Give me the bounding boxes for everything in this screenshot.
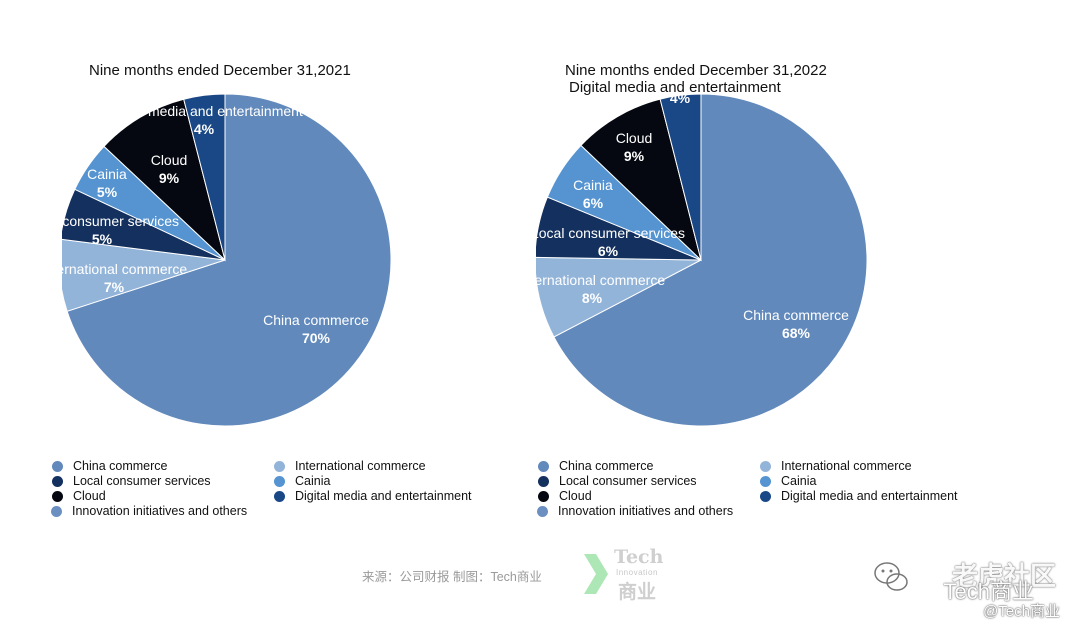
slice-international-commerce <box>536 256 702 338</box>
legend-2022-item-innovation-initiatives-and-others: Innovation initiatives and others <box>537 504 733 518</box>
legend-2022-item-international-commerce: International commerce <box>760 459 912 473</box>
legend-swatch-icon <box>538 490 549 502</box>
legend-2021-item-china-commerce: China commerce <box>52 459 167 473</box>
legend-label: Innovation initiatives and others <box>72 504 248 518</box>
legend-label: Digital media and entertainment <box>781 489 958 503</box>
legend-2021-item-digital-media-and-entertainment: Digital media and entertainment <box>274 489 472 503</box>
slice-cloud <box>580 98 702 262</box>
legend-2022-item-cainia: Cainia <box>760 474 816 488</box>
legend-swatch-icon <box>52 490 63 502</box>
slice-china-commerce <box>66 93 392 427</box>
legend-label: Local consumer services <box>73 474 211 488</box>
slice-label-cloud: Cloud 9% <box>616 130 653 164</box>
slice-label-local-consumer-services: Local consumer services 5% <box>25 213 179 247</box>
legend-label: Cloud <box>559 489 592 503</box>
slice-cloud <box>103 98 226 262</box>
legend-2021-item-innovation-initiatives-and-others: Innovation initiatives and others <box>51 504 247 518</box>
wechat-icon <box>874 562 908 591</box>
legend-label: International commerce <box>781 459 912 473</box>
legend-swatch-icon <box>760 475 771 487</box>
legend-label: Cainia <box>295 474 331 488</box>
legend-swatch-icon <box>52 475 63 487</box>
legend-label: China commerce <box>559 459 654 473</box>
chart-title-2021: Nine months ended December 31,2021 <box>89 62 351 79</box>
logo-text-top: Tech <box>614 546 664 568</box>
chart-title-2022: Nine months ended December 31,2022 <box>565 62 827 79</box>
slice-label-international-commerce: International commerce 7% <box>41 261 188 295</box>
slice-label-china-commerce: China commerce 68% <box>743 307 849 341</box>
legend-2022-item-china-commerce: China commerce <box>538 459 653 473</box>
logo-text-bottom: 商业 <box>618 582 657 603</box>
slice-label-cainia: Cainia 5% <box>87 166 127 200</box>
slice-china-commerce <box>553 93 868 427</box>
legend-swatch-icon <box>274 475 285 487</box>
watermark-top: 老虎社区 <box>951 561 1056 591</box>
legend-2021-item-international-commerce: International commerce <box>274 459 426 473</box>
slice-label-international-commerce: International commerce 8% <box>519 272 666 306</box>
logo-chevron-icon <box>584 554 608 594</box>
legend-label: Innovation initiatives and others <box>558 504 734 518</box>
pie-0: China commerce 70% International commerce 7… <box>25 93 392 427</box>
legend-label: International commerce <box>295 459 426 473</box>
legend-2022-item-digital-media-and-entertainment: Digital media and entertainment <box>760 489 958 503</box>
legend-2021-item-local-consumer-services: Local consumer services <box>52 474 211 488</box>
slice-international-commerce <box>62 238 226 312</box>
logo-text-middle: Innovation <box>616 568 658 577</box>
legend-swatch-icon <box>274 490 285 502</box>
legend-swatch-icon <box>538 460 549 472</box>
legend-swatch-icon <box>52 460 63 472</box>
pie-charts: China commerce 70% International commerce 7… <box>25 90 868 427</box>
legend-swatch-icon <box>537 505 548 517</box>
pie-1: China commerce 68% International commerce 8… <box>519 90 868 427</box>
slice-label-china-commerce: China commerce 70% <box>263 312 369 346</box>
slice-label-cloud: Cloud 9% <box>151 152 188 186</box>
legend-2022-item-cloud: Cloud <box>538 489 592 503</box>
slice-digital-media-and-entertainment <box>183 93 226 261</box>
watermark: 老虎社区 Tech商业 @Tech商业 <box>872 556 1062 626</box>
legend-swatch-icon <box>760 490 771 502</box>
legend-swatch-icon <box>538 475 549 487</box>
slice-label-digital-media-and-entertainment: 4% <box>670 90 691 106</box>
slice-label-digital-media-and-entertainment: Digital media and entertainment 4% <box>105 103 303 137</box>
legend-swatch-icon <box>760 460 771 472</box>
legend-label: Cainia <box>781 474 817 488</box>
chart-subtitle-2022: Digital media and entertainment <box>569 79 781 96</box>
legend-2021-item-cainia: Cainia <box>274 474 330 488</box>
watermark-middle: Tech商业 <box>943 579 1034 604</box>
tech-logo: Tech Innovation 商业 <box>582 546 674 603</box>
legend-label: Digital media and entertainment <box>295 489 472 503</box>
legend-label: China commerce <box>73 459 168 473</box>
source-caption: 来源：公司财报 制图：Tech商业 <box>362 570 542 584</box>
legend-swatch-icon <box>274 460 285 472</box>
slice-label-local-consumer-services: Local consumer services 6% <box>531 225 685 259</box>
legend-2021-item-cloud: Cloud <box>52 489 106 503</box>
legend-2022-item-local-consumer-services: Local consumer services <box>538 474 697 488</box>
legend-label: Local consumer services <box>559 474 697 488</box>
watermark-bottom: @Tech商业 <box>983 603 1060 620</box>
slice-digital-media-and-entertainment <box>659 93 702 261</box>
slice-label-cainia: Cainia 6% <box>573 177 613 211</box>
legend-label: Cloud <box>73 489 106 503</box>
legend-swatch-icon <box>51 505 62 517</box>
